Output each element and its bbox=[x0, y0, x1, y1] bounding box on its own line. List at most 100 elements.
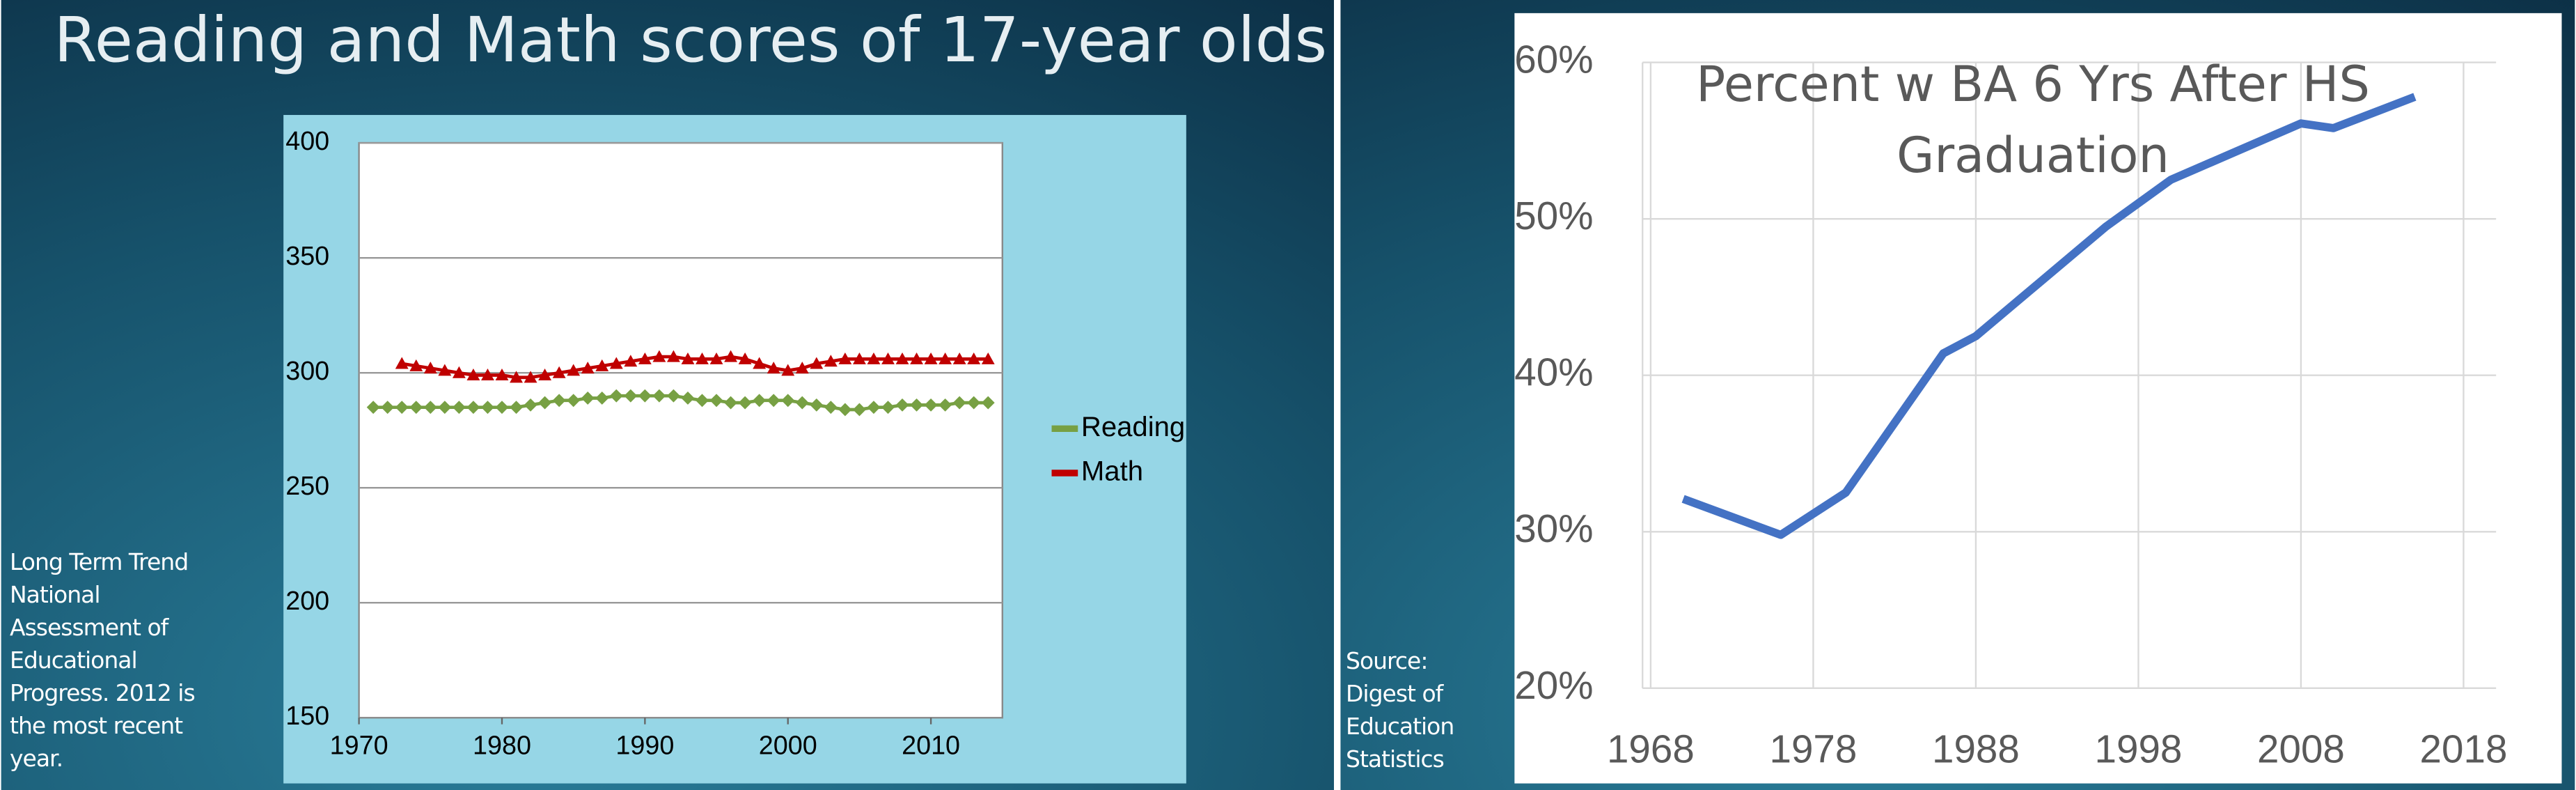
marker bbox=[638, 389, 652, 403]
marker bbox=[609, 389, 623, 403]
y-tick-label: 40% bbox=[1514, 350, 1593, 394]
x-tick-label: 2018 bbox=[2420, 727, 2508, 771]
marker bbox=[466, 401, 480, 415]
marker bbox=[395, 401, 409, 415]
right-note: Source: Digest of Education Statistics bbox=[1346, 647, 1454, 773]
marker bbox=[895, 352, 909, 364]
marker bbox=[852, 352, 866, 364]
marker bbox=[696, 352, 709, 364]
marker bbox=[624, 389, 638, 403]
marker bbox=[924, 352, 938, 364]
marker bbox=[409, 401, 423, 415]
marker bbox=[409, 359, 423, 371]
marker bbox=[366, 401, 380, 415]
y-tick-label: 20% bbox=[1514, 663, 1593, 707]
marker bbox=[753, 357, 767, 369]
marker bbox=[395, 357, 409, 369]
marker bbox=[452, 366, 466, 378]
y-tick-label: 150 bbox=[285, 701, 329, 730]
marker bbox=[824, 401, 838, 415]
y-tick-label: 350 bbox=[285, 241, 329, 270]
marker bbox=[767, 362, 780, 374]
right-chart-panel bbox=[1514, 13, 2562, 784]
x-tick-label: 1980 bbox=[473, 731, 531, 760]
legend-label: Reading bbox=[1081, 412, 1185, 442]
marker bbox=[952, 352, 966, 364]
marker bbox=[423, 362, 437, 374]
marker bbox=[466, 369, 480, 381]
left-note: Long Term Trend National Assessment of E… bbox=[10, 548, 196, 772]
x-tick-label: 1988 bbox=[1932, 727, 2020, 771]
marker bbox=[910, 398, 923, 412]
marker bbox=[495, 369, 509, 381]
marker bbox=[981, 396, 995, 410]
marker bbox=[481, 369, 494, 381]
marker bbox=[738, 352, 752, 364]
divider bbox=[1334, 0, 1341, 790]
left-plot-area bbox=[358, 141, 1003, 719]
x-tick-label: 1990 bbox=[615, 731, 674, 760]
slide-title: Reading and Math scores of 17-year olds bbox=[54, 4, 1328, 77]
x-tick-label: 2010 bbox=[902, 731, 960, 760]
marker bbox=[481, 401, 494, 415]
marker bbox=[638, 352, 652, 364]
marker bbox=[753, 394, 767, 408]
marker bbox=[510, 371, 523, 383]
y-tick-label: 300 bbox=[285, 356, 329, 385]
marker bbox=[538, 369, 552, 381]
marker bbox=[709, 394, 723, 408]
y-tick-label: 50% bbox=[1514, 194, 1593, 238]
x-tick-label: 1968 bbox=[1607, 727, 1695, 771]
marker bbox=[967, 396, 981, 410]
marker bbox=[952, 396, 966, 410]
marker bbox=[810, 398, 824, 412]
marker bbox=[681, 352, 695, 364]
marker bbox=[910, 352, 923, 364]
chart-title: Percent w BA 6 Yrs After HS Graduation bbox=[1696, 56, 2370, 184]
marker bbox=[581, 362, 595, 374]
marker bbox=[567, 394, 581, 408]
marker bbox=[924, 398, 938, 412]
marker bbox=[881, 352, 895, 364]
marker bbox=[838, 352, 852, 364]
marker bbox=[510, 401, 523, 415]
y-tick-label: 250 bbox=[285, 471, 329, 500]
marker bbox=[567, 364, 581, 376]
series-line bbox=[1681, 93, 2417, 539]
x-tick-label: 2000 bbox=[759, 731, 817, 760]
marker bbox=[852, 403, 866, 417]
marker bbox=[438, 364, 452, 376]
marker bbox=[938, 352, 952, 364]
marker bbox=[538, 396, 552, 410]
legend-label: Math bbox=[1081, 456, 1143, 487]
marker bbox=[595, 359, 609, 371]
x-tick-label: 1970 bbox=[330, 731, 388, 760]
y-tick-label: 60% bbox=[1514, 38, 1593, 82]
marker bbox=[724, 350, 738, 362]
marker bbox=[738, 396, 752, 410]
marker bbox=[824, 355, 838, 367]
marker bbox=[609, 357, 623, 369]
x-tick-label: 1978 bbox=[1769, 727, 1857, 771]
marker bbox=[810, 357, 824, 369]
marker bbox=[795, 396, 809, 410]
y-tick-label: 30% bbox=[1514, 506, 1593, 550]
y-tick-label: 200 bbox=[285, 586, 329, 615]
marker bbox=[666, 350, 680, 362]
x-tick-label: 2008 bbox=[2257, 727, 2345, 771]
marker bbox=[381, 401, 395, 415]
marker bbox=[967, 352, 981, 364]
marker bbox=[652, 350, 666, 362]
marker bbox=[724, 396, 738, 410]
marker bbox=[867, 401, 881, 415]
marker bbox=[881, 401, 895, 415]
marker bbox=[781, 394, 795, 408]
marker bbox=[938, 398, 952, 412]
marker bbox=[552, 394, 566, 408]
y-tick-label: 400 bbox=[285, 126, 329, 155]
marker bbox=[781, 364, 795, 376]
marker bbox=[581, 392, 595, 405]
marker bbox=[795, 362, 809, 374]
